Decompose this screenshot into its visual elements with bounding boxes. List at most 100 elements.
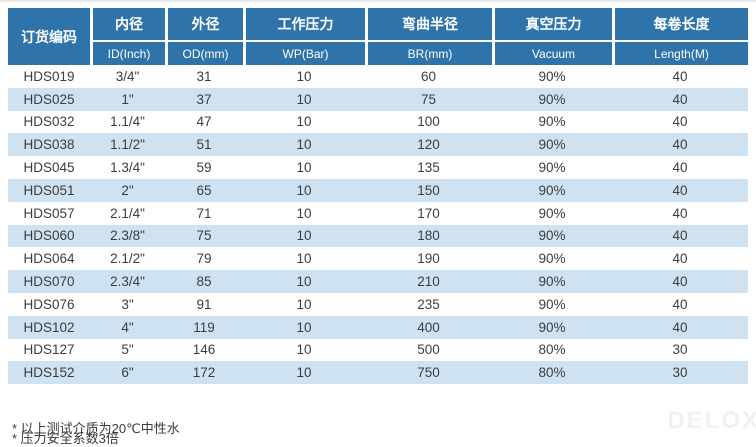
table-row: HDS038 1.1/2" 51 10 120 90% 40: [8, 133, 748, 157]
table-row: HDS060 2.3/8" 75 10 180 90% 40: [8, 224, 748, 248]
table-row: HDS076 3" 91 10 235 90% 40: [8, 293, 748, 316]
cell-br-mm: 135: [417, 160, 440, 176]
cell-order-code: HDS045: [23, 160, 75, 176]
header-col-vacuum: 真空压力 Vacuum: [495, 8, 612, 65]
cell-vacuum: 90%: [538, 319, 566, 335]
cell-id-inch: 5": [121, 342, 134, 358]
cell-wp-bar: 10: [296, 91, 312, 107]
cell-id-inch: 4": [121, 319, 134, 335]
header-col-inner-diameter: 内径 ID(Inch): [93, 8, 165, 65]
cell-vacuum: 90%: [538, 68, 566, 84]
cell-od-mm: 59: [196, 160, 212, 176]
cell-length-m: 40: [672, 182, 688, 198]
cell-length-m: 40: [672, 114, 688, 130]
cell-wp-bar: 10: [296, 228, 312, 244]
cell-vacuum: 90%: [538, 91, 566, 107]
cell-length-m: 40: [672, 274, 688, 290]
cell-od-mm: 91: [196, 296, 212, 312]
cell-br-mm: 500: [417, 342, 440, 358]
cell-id-inch: 2.3/8": [110, 228, 145, 244]
cell-br-mm: 170: [417, 205, 440, 221]
cell-vacuum: 90%: [538, 274, 566, 290]
cell-od-mm: 31: [196, 68, 212, 84]
cell-order-code: HDS070: [23, 274, 75, 290]
header-label-en: BR(mm): [368, 42, 492, 65]
cell-wp-bar: 10: [296, 205, 312, 221]
table-row: HDS070 2.3/4" 85 10 210 90% 40: [8, 270, 748, 293]
watermark-logo: DELOX: [667, 407, 756, 434]
header-label-en: Vacuum: [495, 42, 612, 65]
cell-od-mm: 172: [192, 365, 216, 381]
cell-id-inch: 3/4": [115, 68, 140, 84]
cell-order-code: HDS060: [23, 228, 75, 244]
spec-table: 订货编码 内径 ID(Inch) 外径 OD(mm) 工作压力 WP(Bar) …: [8, 8, 748, 385]
cell-length-m: 40: [672, 296, 688, 312]
cell-order-code: HDS032: [23, 114, 75, 130]
header-label-en: OD(mm): [168, 42, 243, 65]
cell-order-code: HDS019: [23, 68, 75, 84]
cell-od-mm: 65: [196, 182, 212, 198]
cell-length-m: 40: [672, 205, 688, 221]
cell-wp-bar: 10: [296, 160, 312, 176]
table-row: HDS102 4" 119 10 400 90% 40: [8, 315, 748, 339]
header-col-bend-radius: 弯曲半径 BR(mm): [368, 8, 492, 65]
cell-vacuum: 90%: [538, 228, 566, 244]
cell-id-inch: 1.1/2": [110, 137, 145, 153]
cell-length-m: 30: [672, 365, 688, 381]
cell-id-inch: 2.1/4": [110, 205, 145, 221]
cell-vacuum: 90%: [538, 182, 566, 198]
cell-order-code: HDS152: [23, 365, 75, 381]
header-label-cn: 内径: [93, 8, 165, 42]
cell-wp-bar: 10: [296, 342, 312, 358]
cell-wp-bar: 10: [296, 251, 312, 267]
cell-wp-bar: 10: [296, 137, 312, 153]
cell-id-inch: 1.3/4": [110, 160, 145, 176]
cell-wp-bar: 10: [296, 68, 312, 84]
header-label-cn: 工作压力: [246, 8, 365, 42]
cell-id-inch: 2.3/4": [110, 274, 145, 290]
header-label-cn: 外径: [168, 8, 243, 42]
cell-br-mm: 120: [417, 137, 440, 153]
cell-od-mm: 75: [196, 228, 212, 244]
cell-order-code: HDS102: [23, 319, 75, 335]
cell-vacuum: 90%: [538, 114, 566, 130]
table-row: HDS057 2.1/4" 71 10 170 90% 40: [8, 202, 748, 225]
cell-od-mm: 79: [196, 251, 212, 267]
table-body: HDS019 3/4" 31 10 60 90% 40 HDS025 1" 37 10 75 90% 40…: [8, 65, 748, 385]
footnote-test-medium: * 以上测试介质为20℃中性水: [12, 421, 180, 437]
header-col-length: 每卷长度 Length(M): [615, 8, 748, 65]
header-label-cn: 每卷长度: [615, 8, 748, 42]
header-label-en: ID(Inch): [93, 42, 165, 65]
table-row: HDS127 5" 146 10 500 80% 30: [8, 339, 748, 362]
table-header: 订货编码 内径 ID(Inch) 外径 OD(mm) 工作压力 WP(Bar) …: [8, 8, 748, 65]
cell-length-m: 40: [672, 251, 688, 267]
cell-vacuum: 80%: [538, 365, 566, 381]
header-col-order-code: 订货编码: [8, 8, 90, 65]
table-row: HDS064 2.1/2" 79 10 190 90% 40: [8, 247, 748, 270]
cell-vacuum: 90%: [538, 160, 566, 176]
cell-length-m: 30: [672, 342, 688, 358]
header-label-cn: 弯曲半径: [368, 8, 492, 42]
cell-od-mm: 47: [196, 114, 212, 130]
cell-od-mm: 51: [196, 137, 212, 153]
cell-od-mm: 119: [193, 319, 215, 335]
cell-vacuum: 90%: [538, 205, 566, 221]
cell-order-code: HDS127: [23, 342, 75, 358]
cell-br-mm: 190: [417, 251, 440, 267]
header-label-cn: 真空压力: [495, 8, 612, 42]
cell-vacuum: 80%: [538, 342, 566, 358]
table-row: HDS051 2" 65 10 150 90% 40: [8, 178, 748, 202]
cell-br-mm: 60: [420, 68, 437, 84]
cell-br-mm: 100: [417, 114, 440, 130]
cell-length-m: 40: [672, 228, 688, 244]
cell-id-inch: 1.1/4": [110, 114, 145, 130]
cell-br-mm: 750: [417, 365, 440, 381]
cell-vacuum: 90%: [538, 296, 566, 312]
cell-vacuum: 90%: [538, 251, 566, 267]
cell-id-inch: 3": [121, 296, 134, 312]
cell-br-mm: 150: [417, 182, 440, 198]
cell-vacuum: 90%: [538, 137, 566, 153]
table-row: HDS152 6" 172 10 750 80% 30: [8, 361, 748, 385]
table-row: HDS032 1.1/4" 47 10 100 90% 40: [8, 111, 748, 134]
cell-od-mm: 71: [196, 205, 212, 221]
